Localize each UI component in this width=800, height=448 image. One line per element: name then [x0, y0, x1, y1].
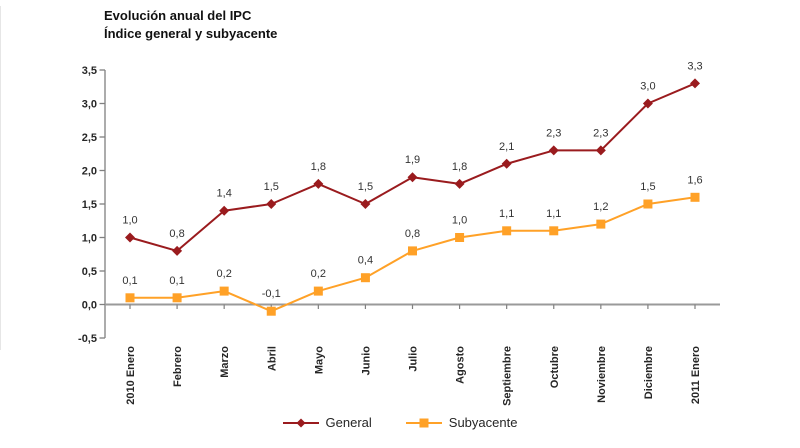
svg-text:Abril: Abril [266, 346, 278, 371]
svg-text:Mayo: Mayo [313, 346, 325, 374]
svg-text:Noviembre: Noviembre [596, 346, 608, 403]
svg-text:0,1: 0,1 [169, 275, 184, 287]
svg-text:Febrero: Febrero [172, 346, 184, 387]
svg-text:2,3: 2,3 [546, 127, 561, 139]
svg-text:3,0: 3,0 [640, 81, 655, 93]
svg-text:0,8: 0,8 [405, 228, 420, 240]
svg-text:0,5: 0,5 [82, 266, 97, 278]
svg-text:2,5: 2,5 [82, 132, 97, 144]
svg-text:2011 Enero: 2011 Enero [690, 346, 702, 404]
svg-text:Marzo: Marzo [219, 346, 231, 378]
legend-label-subyacente: Subyacente [448, 415, 518, 430]
svg-text:0,1: 0,1 [122, 275, 137, 287]
svg-text:2010 Enero: 2010 Enero [125, 346, 137, 405]
svg-text:1,8: 1,8 [452, 161, 467, 173]
chart-title-line2: Índice general y subyacente [104, 26, 278, 41]
svg-text:Octubre: Octubre [549, 346, 561, 388]
svg-text:1,6: 1,6 [687, 174, 702, 186]
svg-text:Septiembre: Septiembre [502, 346, 514, 406]
legend-item-subyacente: Subyacente [405, 415, 518, 430]
legend-item-general: General [282, 415, 372, 430]
svg-text:2,0: 2,0 [82, 166, 97, 178]
svg-text:1,5: 1,5 [82, 199, 97, 211]
chart-legend: General Subyacente [0, 415, 800, 430]
chart-title-line1: Evolución anual del IPC [104, 8, 252, 23]
svg-text:1,0: 1,0 [452, 215, 467, 227]
svg-text:1,0: 1,0 [82, 233, 97, 245]
svg-text:0,0: 0,0 [82, 300, 97, 312]
svg-text:0,2: 0,2 [217, 268, 232, 280]
chart-title: Evolución anual del IPC Índice general y… [104, 7, 277, 43]
svg-text:3,3: 3,3 [687, 60, 702, 72]
svg-text:Diciembre: Diciembre [643, 346, 655, 399]
svg-text:3,5: 3,5 [82, 65, 97, 77]
svg-text:Agosto: Agosto [455, 346, 467, 384]
svg-text:3,0: 3,0 [82, 99, 97, 111]
svg-text:2,3: 2,3 [593, 127, 608, 139]
svg-text:1,5: 1,5 [640, 181, 655, 193]
svg-text:1,2: 1,2 [593, 201, 608, 213]
svg-text:1,1: 1,1 [546, 208, 561, 220]
svg-text:1,5: 1,5 [264, 181, 279, 193]
svg-text:1,0: 1,0 [122, 215, 137, 227]
svg-text:1,4: 1,4 [217, 188, 232, 200]
svg-text:1,5: 1,5 [358, 181, 373, 193]
svg-text:Julio: Julio [408, 346, 420, 372]
svg-text:-0,1: -0,1 [262, 288, 281, 300]
svg-text:2,1: 2,1 [499, 141, 514, 153]
left-edge-divider [0, 6, 1, 350]
svg-text:1,9: 1,9 [405, 154, 420, 166]
legend-square-marker-icon [405, 418, 442, 427]
svg-text:1,8: 1,8 [311, 161, 326, 173]
svg-text:0,4: 0,4 [358, 255, 373, 267]
legend-diamond-marker-icon [282, 418, 319, 427]
svg-text:Junio: Junio [360, 346, 372, 376]
svg-text:0,8: 0,8 [169, 228, 184, 240]
legend-label-general: General [325, 415, 372, 430]
svg-text:0,2: 0,2 [311, 268, 326, 280]
svg-text:1,1: 1,1 [499, 208, 514, 220]
svg-text:-0,5: -0,5 [78, 333, 97, 345]
